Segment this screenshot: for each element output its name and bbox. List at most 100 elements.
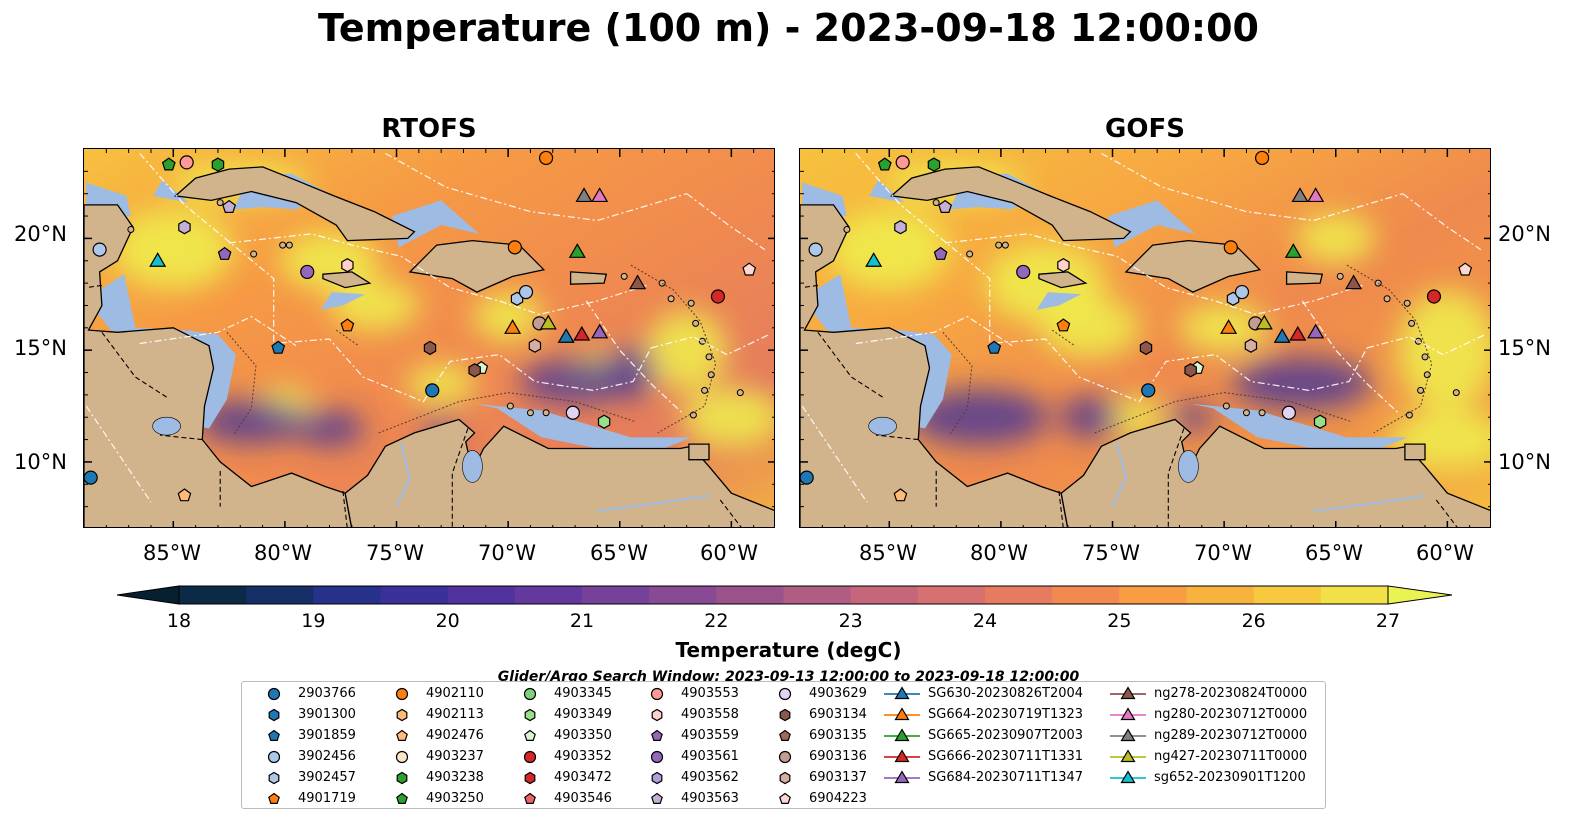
legend-marker-icon (395, 750, 409, 764)
y-tick-20n-right: 20°N (1498, 222, 1551, 246)
legend-item-label: 6904223 (809, 791, 867, 806)
marker-triangle (1120, 686, 1136, 700)
legend-marker-icon (884, 707, 920, 721)
legend-item-label: 4903629 (809, 686, 867, 701)
legend-marker-icon (524, 708, 536, 722)
x-tick-65w-right: 65°W (1305, 541, 1363, 565)
legend-marker-icon (524, 792, 536, 804)
y-tick-10n-left: 10°N (14, 450, 67, 474)
legend-marker-icon (396, 729, 408, 741)
marker-hexagon (1184, 363, 1197, 378)
x-tick-75w-right: 75°W (1082, 541, 1140, 565)
shelf-region (392, 200, 480, 248)
legend-marker-icon (884, 770, 920, 784)
marker-hexagon (1139, 340, 1153, 356)
marker-triangle (1291, 187, 1309, 203)
legend-marker-icon (396, 792, 408, 804)
small-island (285, 241, 293, 249)
marker-pentagon (396, 792, 408, 804)
bathymetry-contour (335, 329, 359, 347)
marker-pentagon (779, 729, 791, 741)
legend-item-label: 4903349 (554, 707, 612, 722)
map-panel-gofs[interactable] (799, 148, 1491, 528)
colorbar-extend-high (1387, 585, 1452, 605)
legend: 2903766 3901300 3901859 3902456 3902457 49017… (241, 681, 1326, 809)
marker-hexagon (268, 771, 280, 785)
eez-boundary (1402, 193, 1482, 251)
legend-marker-icon (523, 750, 537, 764)
marker-circle (92, 242, 107, 257)
legend-item-label: 3902457 (298, 770, 356, 785)
legend-item-label: 6903134 (809, 707, 867, 722)
small-island (736, 389, 744, 397)
colorbar-bin (783, 586, 852, 604)
marker-circle (1234, 284, 1250, 300)
legend-item-label: 4903561 (681, 749, 739, 764)
legend-marker-icon (779, 729, 791, 741)
shelf-region (1108, 200, 1196, 248)
legend-item-label: ng427-20230711T0000 (1154, 749, 1308, 764)
small-island (843, 225, 851, 233)
marker-pentagon (742, 262, 757, 276)
country-border (1435, 499, 1458, 527)
marker-triangle (557, 328, 575, 343)
bathymetry-contour (942, 331, 973, 436)
marker-circle (710, 289, 726, 304)
marker-circle (565, 405, 580, 420)
marker-hexagon (423, 340, 437, 356)
marker-triangle (1120, 728, 1136, 742)
x-tick-85w-left: 85°W (143, 541, 201, 565)
marker-circle (650, 687, 664, 701)
colorbar-tick-label: 27 (1375, 610, 1401, 632)
bathymetry-contour (1094, 392, 1352, 434)
y-tick-10n-right: 10°N (1498, 450, 1551, 474)
x-tick-70w-left: 70°W (478, 541, 536, 565)
legend-item-label: 4901719 (298, 791, 356, 806)
small-island (966, 250, 974, 258)
colorbar-tick-label: 22 (704, 610, 729, 632)
legend-item-label: 4902110 (426, 686, 484, 701)
marker-triangle (1273, 328, 1291, 343)
marker-triangle (865, 252, 883, 267)
colorbar-bin (313, 586, 382, 604)
marker-circle (84, 470, 98, 485)
marker-pentagon (217, 246, 232, 260)
small-island (127, 225, 135, 233)
map-panel-rtofs[interactable] (83, 148, 775, 528)
legend-item-label: 4903559 (681, 728, 739, 743)
country-border (86, 284, 102, 289)
x-tick-80w-left: 80°W (254, 541, 312, 565)
marker-triangle (1307, 323, 1325, 339)
marker-triangle (894, 686, 910, 700)
legend-marker-icon (268, 792, 280, 804)
bathymetry-contour (1346, 264, 1433, 434)
small-island (279, 241, 287, 249)
legend-marker-icon (1110, 749, 1146, 763)
legend-item-label: 6903135 (809, 728, 867, 743)
legend-item-label: 4903563 (681, 791, 739, 806)
country-border (342, 490, 348, 527)
country-border (101, 331, 167, 398)
marker-circle (518, 284, 534, 300)
colorbar-bin (1320, 586, 1389, 604)
legend-marker-icon (524, 771, 536, 785)
country-border (451, 428, 469, 527)
y-tick-15n-left: 15°N (14, 336, 67, 360)
eez-boundary (139, 153, 652, 403)
axis-ticks (84, 149, 774, 527)
marker-circle (300, 264, 315, 280)
marker-circle (1016, 264, 1031, 280)
marker-circle (778, 750, 792, 764)
colorbar-bin (179, 586, 247, 604)
small-island (1421, 353, 1429, 361)
legend-marker-icon (651, 792, 663, 804)
legend-item-label: 6903136 (809, 749, 867, 764)
legend-marker-icon (523, 687, 537, 701)
marker-hexagon (524, 771, 536, 785)
marker-circle (1141, 383, 1156, 398)
bathymetry-contour (226, 331, 257, 436)
marker-hexagon (894, 220, 907, 235)
legend-marker-icon (884, 728, 920, 742)
legend-item-label: 4903345 (554, 686, 612, 701)
marker-triangle (591, 323, 609, 339)
